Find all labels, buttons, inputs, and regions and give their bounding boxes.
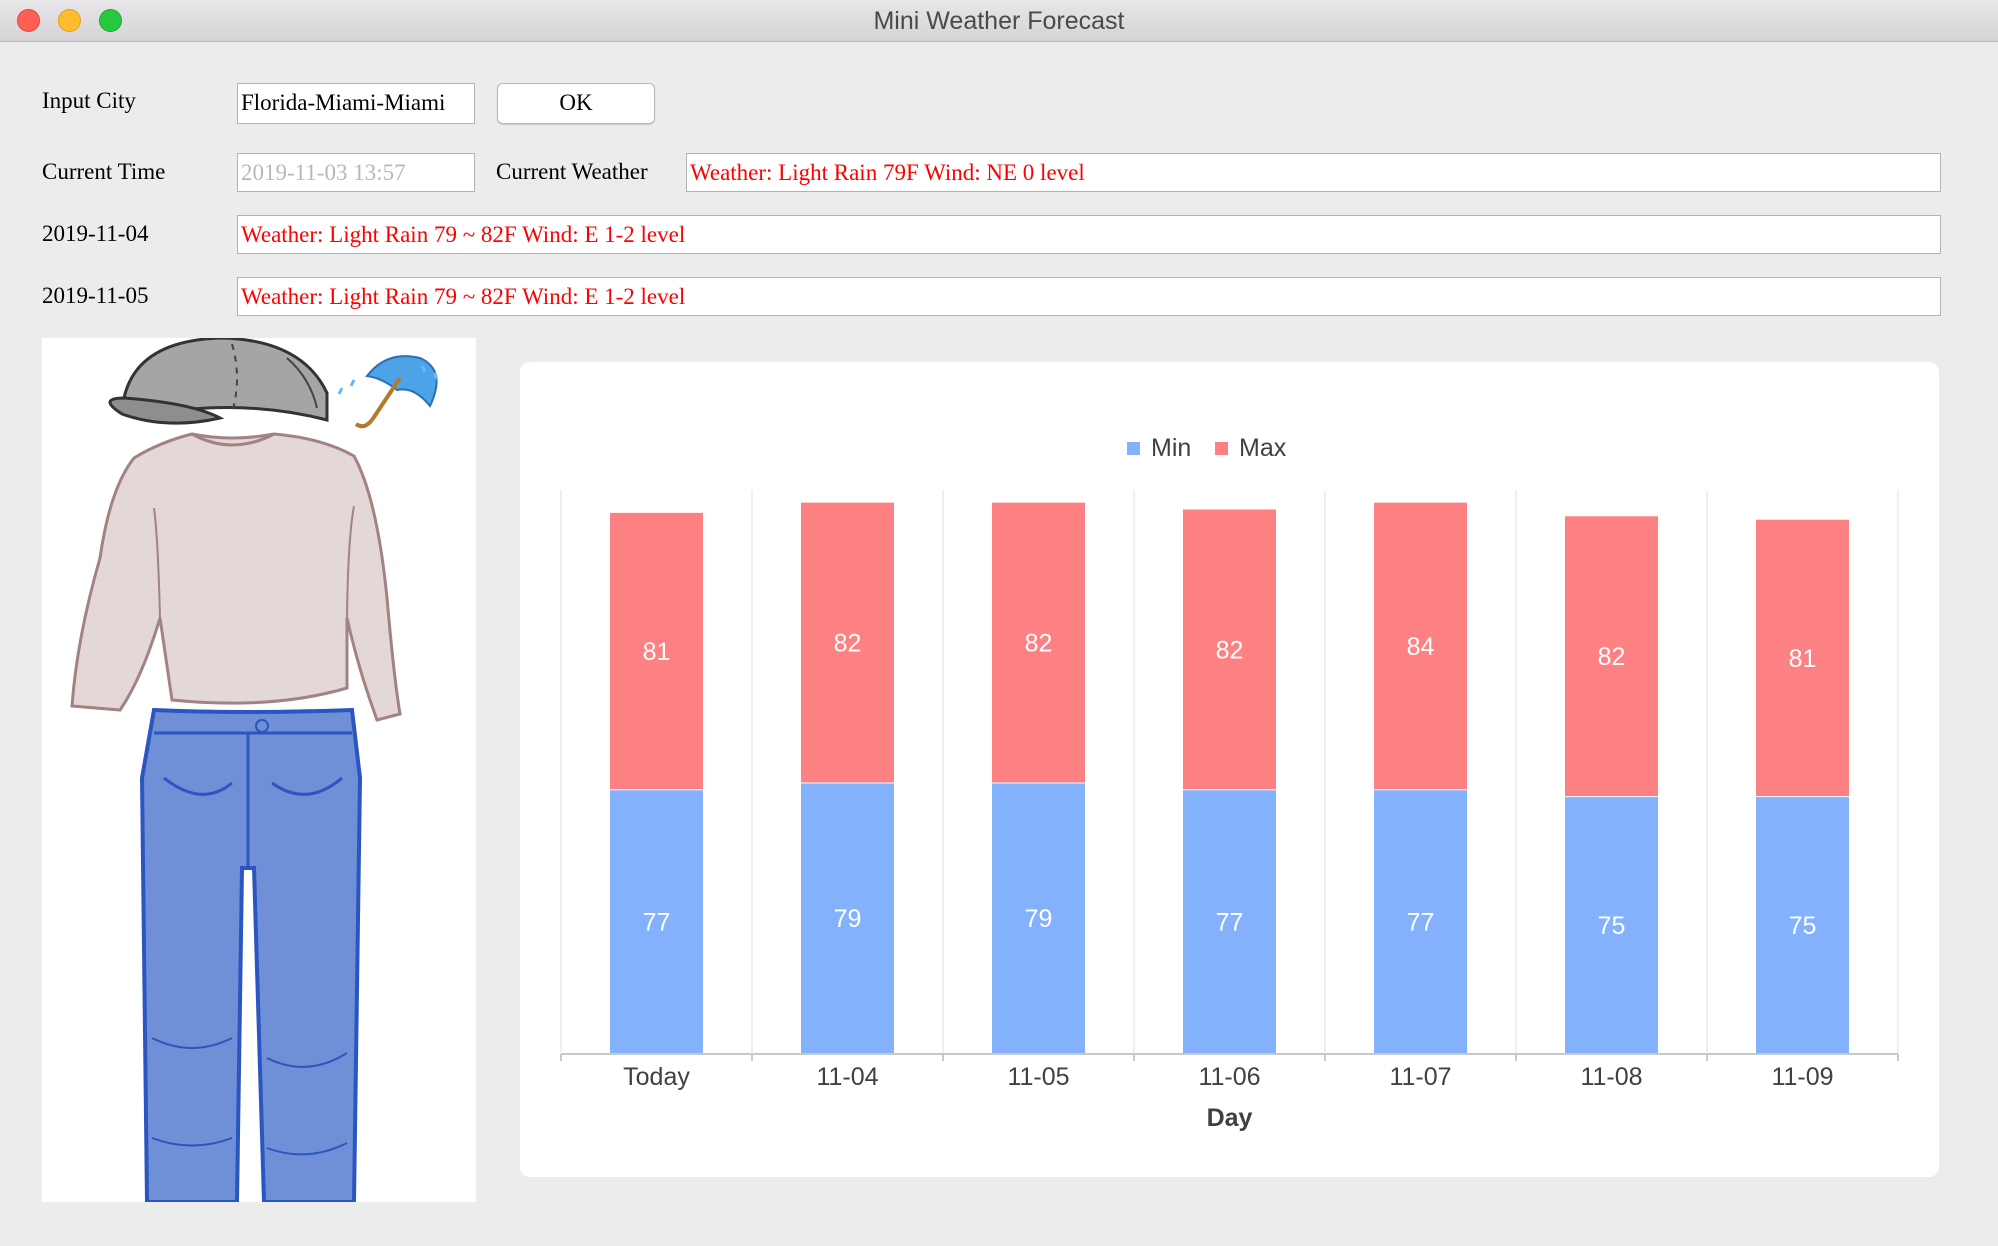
minimize-window-button[interactable]	[58, 9, 81, 32]
legend-swatch-min	[1127, 442, 1140, 455]
bar-max-Today	[610, 512, 703, 790]
x-axis-title: Day	[1207, 1104, 1253, 1132]
bar-max-11-07	[1374, 502, 1467, 790]
day2-date-label: 2019-11-05	[42, 283, 149, 308]
bar-min-11-09	[1756, 797, 1849, 1053]
x-tick-label: 11-06	[1198, 1063, 1260, 1091]
bar-min-11-07	[1374, 790, 1467, 1053]
bar-min-Today	[610, 790, 703, 1053]
input-city-label: Input City	[42, 88, 136, 113]
data-label-min: 79	[1025, 905, 1053, 933]
window-title: Mini Weather Forecast	[873, 7, 1125, 35]
day2-forecast-field: Weather: Light Rain 79 ~ 82F Wind: E 1-2…	[237, 277, 1941, 316]
data-label-max: 81	[1789, 645, 1817, 673]
umbrella-icon	[337, 355, 439, 429]
current-time-field: 2019-11-03 13:57	[237, 153, 475, 192]
current-weather-label: Current Weather	[496, 159, 648, 184]
bar-min-11-04	[801, 783, 894, 1053]
cap-icon	[108, 338, 329, 425]
bar-min-11-05	[992, 783, 1085, 1053]
ok-button[interactable]: OK	[497, 83, 655, 124]
current-time-label: Current Time	[42, 159, 166, 184]
bar-min-11-08	[1565, 797, 1658, 1053]
data-label-max: 82	[1025, 630, 1053, 658]
close-window-button[interactable]	[17, 9, 40, 32]
data-label-min: 75	[1598, 912, 1626, 940]
x-tick-label: 11-07	[1389, 1063, 1451, 1091]
legend-swatch-max	[1215, 442, 1228, 455]
city-input[interactable]: Florida-Miami-Miami	[237, 83, 475, 124]
data-label-min: 77	[1216, 909, 1244, 937]
sweater-icon	[70, 432, 402, 722]
title-bar: Mini Weather Forecast	[0, 0, 1998, 42]
data-label-max: 82	[1216, 636, 1244, 664]
x-tick-label: Today	[623, 1063, 690, 1091]
maximize-window-button[interactable]	[99, 9, 122, 32]
current-weather-field: Weather: Light Rain 79F Wind: NE 0 level	[686, 153, 1941, 192]
x-tick-label: 11-09	[1771, 1063, 1833, 1091]
data-label-min: 79	[834, 905, 862, 933]
day1-date-label: 2019-11-04	[42, 221, 149, 246]
day1-forecast-field: Weather: Light Rain 79 ~ 82F Wind: E 1-2…	[237, 215, 1941, 254]
x-tick-label: 11-05	[1007, 1063, 1069, 1091]
outfit-panel	[42, 338, 476, 1202]
bar-max-11-09	[1756, 519, 1849, 797]
x-tick-label: 11-04	[816, 1063, 878, 1091]
data-label-min: 75	[1789, 912, 1817, 940]
data-label-max: 84	[1407, 633, 1435, 661]
bar-max-11-08	[1565, 516, 1658, 797]
bar-max-11-05	[992, 502, 1085, 783]
bar-max-11-06	[1183, 509, 1276, 790]
chart-svg: Min Max 77 81 79 82 79 82 77 82 77 84 75 82 75 81 Toda…	[560, 434, 1899, 1132]
legend-label-max: Max	[1239, 434, 1287, 462]
temperature-chart: Min Max 77 81 79 82 79 82 77 82 77 84 75 82 75 81 Toda…	[520, 362, 1939, 1177]
data-label-min: 77	[1407, 909, 1435, 937]
data-label-max: 82	[1598, 643, 1626, 671]
data-label-max: 82	[834, 630, 862, 658]
x-tick-label: 11-08	[1580, 1063, 1642, 1091]
bar-max-11-04	[801, 502, 894, 783]
legend-label-min: Min	[1151, 434, 1191, 462]
jeans-icon	[139, 707, 363, 1202]
data-label-max: 81	[643, 638, 671, 666]
bar-min-11-06	[1183, 790, 1276, 1053]
data-label-min: 77	[643, 909, 671, 937]
